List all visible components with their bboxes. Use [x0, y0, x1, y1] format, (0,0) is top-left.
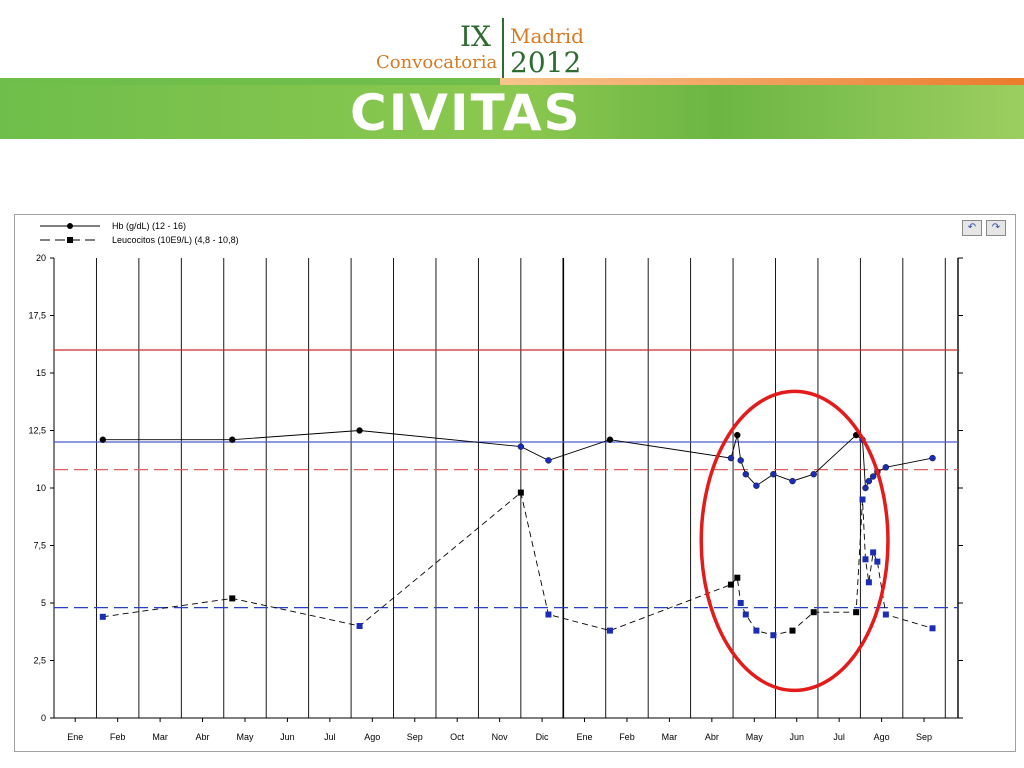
leucocitos-data-point: [734, 574, 741, 581]
leucocitos-data-point: [870, 549, 877, 556]
redo-icon[interactable]: ↷: [986, 220, 1006, 236]
hb-data-point: [929, 454, 936, 462]
hb-data-point: [770, 471, 777, 478]
legend-marker-leucocitos: [67, 237, 73, 243]
leucocitos-data-point: [753, 627, 760, 634]
undo-icon[interactable]: ↶: [962, 220, 982, 236]
y-tick-label: 12,5: [28, 426, 46, 436]
hb-data-point: [869, 473, 877, 480]
x-tick-label: Jul: [833, 732, 845, 742]
x-tick-label: Mar: [662, 732, 678, 742]
city-label: Madrid: [510, 24, 584, 48]
leucocitos-data-point: [862, 556, 869, 563]
hb-data-point: [789, 477, 796, 485]
x-tick-label: Ago: [364, 732, 380, 742]
x-tick-label: Sep: [916, 732, 932, 742]
leucocitos-data-point: [356, 623, 363, 629]
hb-data-point: [517, 443, 525, 450]
leucocitos-data-point: [545, 611, 552, 618]
hb-data-point: [229, 436, 236, 443]
hb-data-point: [865, 477, 873, 485]
x-tick-label: Ene: [67, 732, 83, 742]
leucocitos-data-point: [517, 489, 524, 496]
brand-title: CIVITAS: [350, 84, 582, 142]
edition-roman-numeral: IX: [460, 20, 491, 53]
leucocitos-data-point: [882, 611, 889, 618]
green-band-top: [0, 78, 500, 86]
x-tick-label: Dic: [536, 732, 549, 742]
leucocitos-data-point: [865, 579, 872, 586]
series-line-leucocitos: [102, 491, 933, 636]
hb-data-point: [753, 482, 760, 489]
x-tick-label: Ago: [874, 732, 890, 742]
y-tick-label: 5: [41, 598, 46, 608]
highlight-ellipse: [699, 389, 890, 693]
x-tick-label: May: [236, 732, 254, 742]
series-line-hb: [102, 430, 933, 490]
hb-data-point: [734, 431, 741, 439]
leucocitos-data-point: [727, 581, 734, 588]
y-tick-label: 10: [36, 483, 46, 493]
hb-data-point: [737, 457, 744, 464]
leucocitos-data-point: [929, 625, 936, 632]
leucocitos-data-point: [742, 611, 749, 618]
hb-data-point: [810, 471, 817, 478]
leucocitos-data-point: [229, 595, 236, 602]
leucocitos-data-point: [737, 600, 744, 606]
hb-data-point: [862, 484, 869, 492]
leucocitos-data-point: [853, 609, 860, 616]
x-tick-label: Jun: [789, 732, 804, 742]
leucocitos-data-point: [99, 613, 106, 620]
hb-data-point: [727, 454, 735, 462]
orange-band: [500, 78, 1024, 86]
legend-marker-hb: [67, 223, 73, 229]
legend-label-leucocitos: Leucocitos (10E9/L) (4,8 - 10,8): [112, 235, 239, 245]
y-tick-label: 17,5: [28, 311, 46, 321]
y-tick-label: 20: [36, 253, 46, 263]
logo-divider: [502, 18, 504, 84]
x-tick-label: Abr: [705, 732, 719, 742]
x-tick-label: Feb: [110, 732, 126, 742]
y-tick-label: 7,5: [33, 541, 46, 551]
event-logo: IX Convocatoria Madrid 2012: [370, 18, 610, 84]
convocatoria-label: Convocatoria: [376, 52, 498, 73]
hb-data-point: [742, 471, 749, 478]
legend-label-hb: Hb (g/dL) (12 - 16): [112, 221, 186, 231]
x-tick-label: Feb: [619, 732, 635, 742]
hb-data-point: [882, 464, 890, 471]
leucocitos-data-point: [810, 609, 817, 616]
leucocitos-data-point: [789, 627, 796, 634]
x-tick-label: Ene: [577, 732, 593, 742]
year-label: 2012: [510, 46, 582, 79]
hb-data-point: [356, 427, 363, 434]
x-tick-label: Oct: [450, 732, 465, 742]
y-tick-label: 0: [41, 713, 46, 723]
leucocitos-data-point: [606, 627, 613, 634]
x-tick-label: Mar: [152, 732, 168, 742]
green-banner: [0, 85, 1024, 139]
hb-data-point: [606, 436, 614, 443]
hb-data-point: [99, 436, 107, 443]
x-tick-label: Jun: [280, 732, 295, 742]
x-tick-label: Abr: [196, 732, 210, 742]
y-tick-label: 15: [36, 368, 46, 378]
x-tick-label: Sep: [407, 732, 423, 742]
lab-chart-panel: ↶ ↷ 0 2,5 5 7,5 10 12,5 15 17,5 20 Ene Feb Mar Abr Ma…: [0, 214, 1024, 768]
leucocitos-data-point: [874, 558, 881, 565]
leucocitos-data-point: [859, 496, 866, 503]
x-tick-label: May: [746, 732, 764, 742]
leucocitos-data-point: [770, 632, 777, 639]
lab-results-chart: 0 2,5 5 7,5 10 12,5 15 17,5 20 Ene Feb Mar Abr May Jun…: [28, 221, 963, 742]
y-tick-label: 2,5: [33, 656, 46, 666]
x-tick-label: Nov: [492, 732, 509, 742]
x-tick-label: Jul: [324, 732, 336, 742]
hb-data-point: [545, 457, 552, 464]
